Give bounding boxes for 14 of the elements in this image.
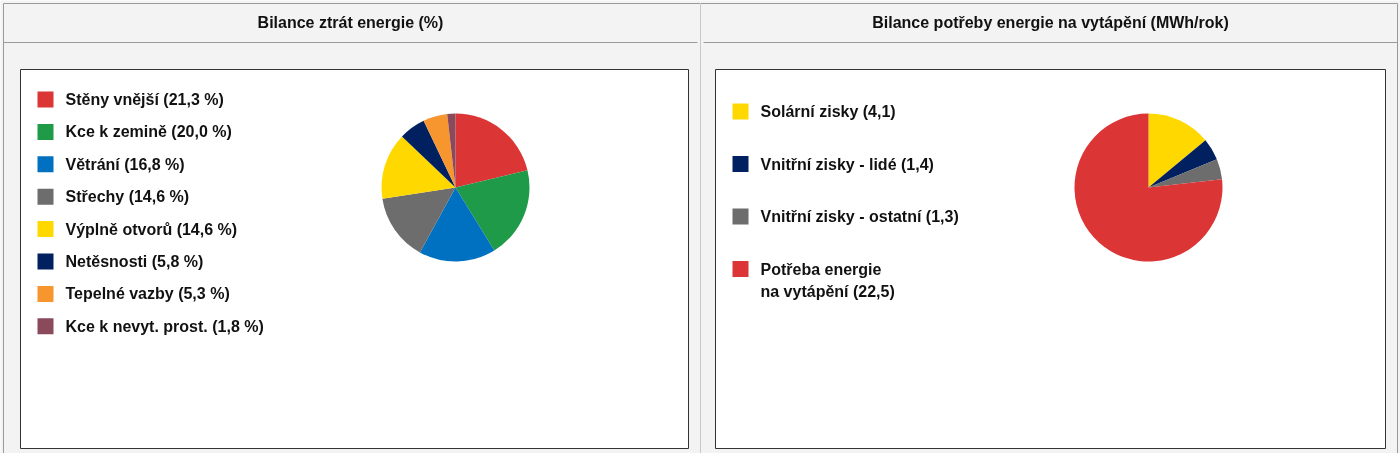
legend-label: Vnitřní zisky - ostatní (1,3) <box>760 208 959 225</box>
legend-label: Tepelné vazby (5,3 %) <box>65 285 230 303</box>
legend-label: Stěny vnější (21,3 %) <box>65 91 224 108</box>
legend-label: Netěsnosti (5,8 %) <box>65 253 204 270</box>
legend-label: Potřeba energie na vytápění (22,5) <box>760 260 895 300</box>
legend-label: Střechy (14,6 %) <box>65 188 190 206</box>
legend-label: Kce k nevyt. prost. (1,8 %) <box>65 317 264 335</box>
chart-title: Bilance potřeby energie na vytápění (MWh/rok) <box>872 14 1229 31</box>
legend-label: Větrání (16,8 %) <box>65 155 185 173</box>
legend-label: Solární zisky (4,1) <box>760 103 896 120</box>
legend-label: Vnitřní zisky - lidé (1,4) <box>760 155 934 173</box>
legend-label: Kce k zemině (20,0 %) <box>65 123 232 141</box>
legend-label: Výplně otvorů (14,6 %) <box>65 220 238 238</box>
chart-title: Bilance ztrát energie (%) <box>257 14 444 31</box>
